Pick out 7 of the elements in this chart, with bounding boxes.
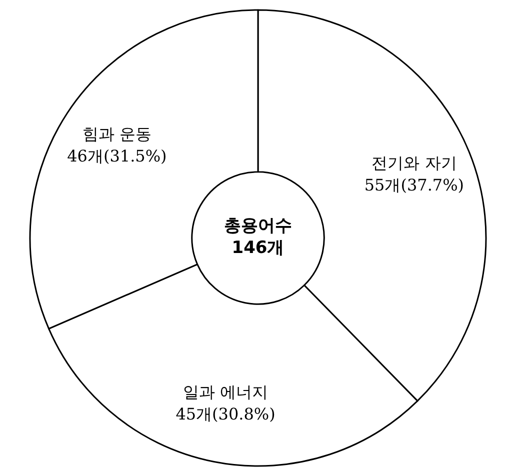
data-label: 45개(30.8%) bbox=[176, 404, 276, 424]
slice-label: 일과 에너지 bbox=[182, 382, 268, 402]
slice-label: 전기와 자기 bbox=[372, 153, 457, 172]
text: 총용어수 146개 bbox=[224, 216, 292, 258]
data-label: 55개(37.7%) bbox=[364, 175, 464, 194]
slice-label: 힘과 운동 bbox=[82, 124, 152, 144]
data-label: 46개(31.5%) bbox=[67, 146, 167, 166]
